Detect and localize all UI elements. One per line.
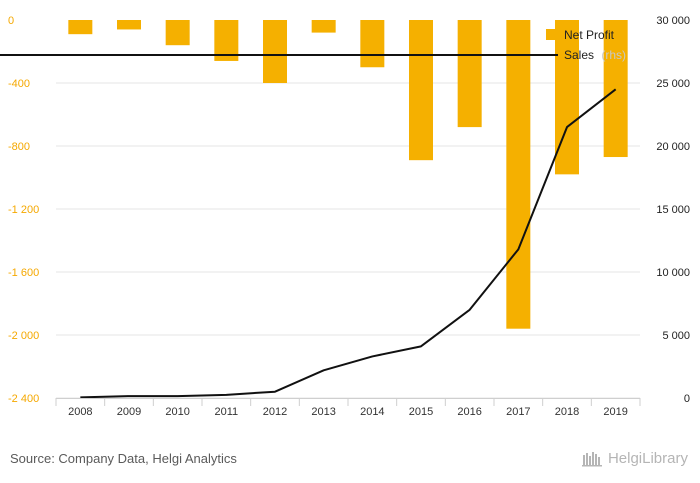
x-tick-label: 2015 (409, 406, 433, 418)
bar-net-profit-2015 (409, 20, 433, 161)
right-tick-label: 20 000 (656, 141, 690, 153)
right-tick-label: 15 000 (656, 204, 690, 216)
left-tick-label: 0 (8, 15, 14, 27)
right-axis: 30 000 25 000 20 000 15 000 10 000 5 000 0 (656, 15, 690, 405)
library-icon (581, 452, 602, 467)
bar-net-profit-2014 (360, 20, 385, 68)
source-note: Source: Company Data, Helgi Analytics (10, 451, 237, 466)
legend: Net Profit Sales (rhs) (0, 28, 626, 62)
brand-logo: HelgiLibrary (581, 449, 688, 467)
right-tick-label: 10 000 (656, 267, 690, 279)
x-axis: 2008 2009 2010 2011 2012 2013 2014 2015 2016 2017… (55, 398, 641, 418)
x-tick-label: 2008 (68, 406, 92, 418)
x-tick-label: 2013 (311, 406, 335, 418)
left-axis: 0 -400 -800 -1 200 -1 600 -2 000 -2 400 (8, 15, 39, 405)
right-tick-label: 30 000 (656, 15, 690, 27)
left-tick-label: -800 (8, 141, 30, 153)
legend-bar-label: Net Profit (564, 28, 615, 42)
bar-net-profit-2010 (165, 20, 190, 46)
gridlines (56, 82, 640, 399)
bar-net-profit-2012 (263, 20, 287, 83)
x-tick-label: 2017 (506, 406, 530, 418)
bar-net-profit-2018 (555, 20, 579, 175)
right-tick-label: 0 (684, 393, 690, 405)
bar-net-profit-2017 (506, 20, 531, 329)
line-series (80, 88, 617, 399)
right-tick-label: 25 000 (656, 78, 690, 90)
x-tick-label: 2016 (457, 406, 481, 418)
x-tick-label: 2019 (603, 406, 627, 418)
legend-line-suffix: (rhs) (601, 48, 626, 62)
x-tick-label: 2011 (215, 406, 239, 418)
left-tick-label: -2 400 (8, 393, 39, 405)
x-tick-label: 2012 (263, 406, 287, 418)
left-tick-label: -400 (8, 78, 30, 90)
bar-series (68, 20, 628, 329)
left-tick-label: -2 000 (8, 330, 39, 342)
x-tick-label: 2018 (555, 406, 579, 418)
legend-bar-swatch (546, 29, 557, 40)
legend-line-label: Sales (rhs) (564, 48, 626, 62)
x-tick-label: 2014 (360, 406, 384, 418)
chart: 0 -400 -800 -1 200 -1 600 -2 000 -2 400 30 000… (0, 15, 690, 418)
bar-net-profit-2008 (68, 20, 93, 35)
right-tick-label: 5 000 (662, 330, 690, 342)
x-tick-label: 2009 (117, 406, 141, 418)
bar-net-profit-2009 (117, 20, 141, 30)
bar-net-profit-2016 (457, 20, 482, 128)
x-tick-label: 2010 (165, 406, 189, 418)
brand-name: HelgiLibrary (607, 449, 688, 467)
left-tick-label: -1 200 (8, 204, 39, 216)
legend-line-name: Sales (564, 48, 594, 62)
line-sales (80, 88, 617, 399)
bar-net-profit-2013 (311, 20, 336, 33)
left-tick-label: -1 600 (8, 267, 39, 279)
bar-net-profit-2019 (603, 20, 628, 158)
